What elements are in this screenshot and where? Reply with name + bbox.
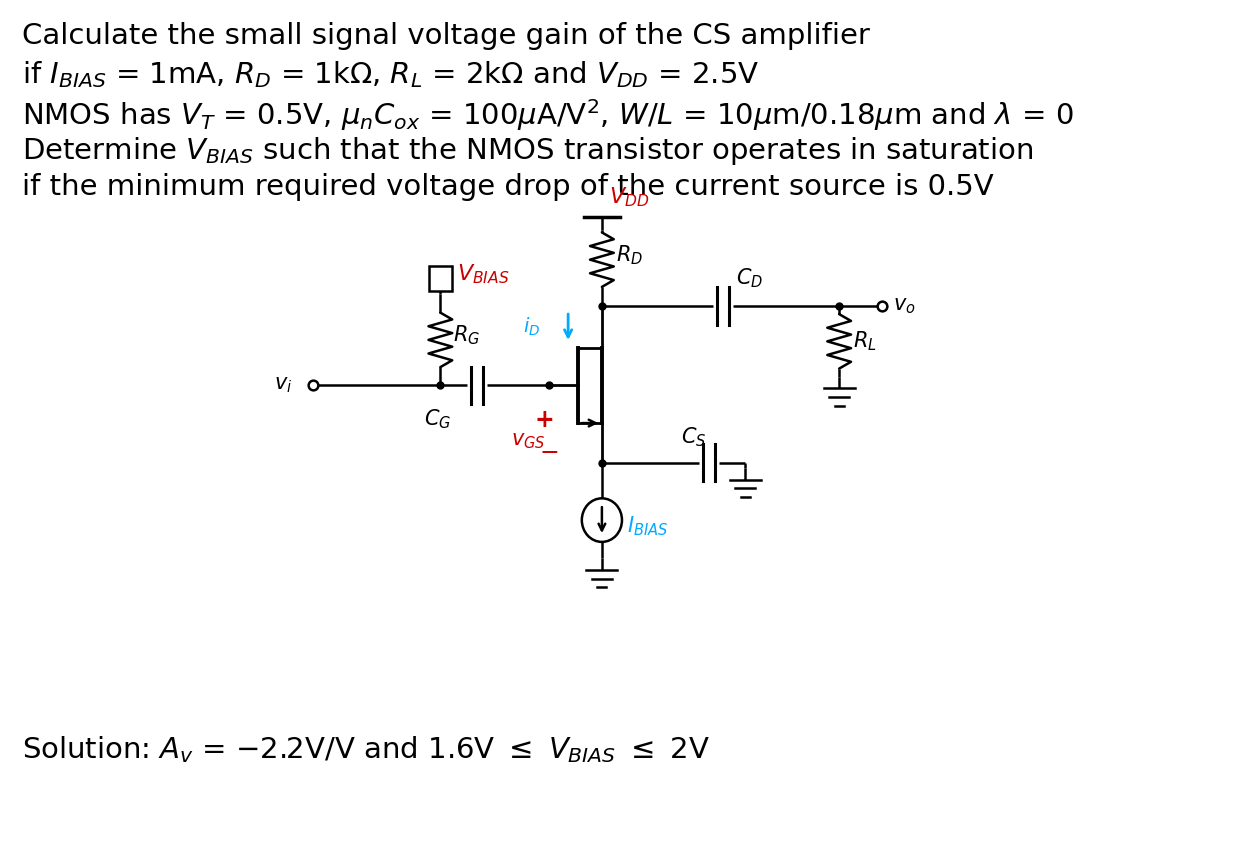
Text: $-$: $-$ — [540, 439, 559, 463]
Text: $R_L$: $R_L$ — [853, 329, 877, 353]
Text: $v_{GS}$: $v_{GS}$ — [510, 432, 545, 452]
Text: $V_{BIAS}$: $V_{BIAS}$ — [456, 262, 509, 286]
Text: $C_S$: $C_S$ — [681, 425, 707, 449]
Text: if the minimum required voltage drop of the current source is 0.5V: if the minimum required voltage drop of … — [22, 173, 994, 200]
Text: $v_i$: $v_i$ — [274, 376, 293, 396]
Text: if $I_{BIAS}$ = 1mA, $R_D$ = 1k$\Omega$, $R_L$ = 2k$\Omega$ and $V_{DD}$ = 2.5V: if $I_{BIAS}$ = 1mA, $R_D$ = 1k$\Omega$,… — [22, 59, 759, 90]
Text: $v_o$: $v_o$ — [893, 297, 915, 316]
Text: $C_G$: $C_G$ — [424, 408, 451, 431]
Text: $C_D$: $C_D$ — [736, 267, 763, 291]
Text: Calculate the small signal voltage gain of the CS amplifier: Calculate the small signal voltage gain … — [22, 22, 870, 50]
Text: +: + — [535, 408, 554, 432]
Bar — [429, 266, 453, 292]
Text: $R_D$: $R_D$ — [616, 243, 643, 267]
Text: $R_G$: $R_G$ — [453, 323, 480, 347]
Text: Determine $V_{BIAS}$ such that the NMOS transistor operates in saturation: Determine $V_{BIAS}$ such that the NMOS … — [22, 135, 1034, 167]
Text: Solution: $A_v$ = $-$2.2V/V and 1.6V $\leq$ $V_{BIAS}$ $\leq$ 2V: Solution: $A_v$ = $-$2.2V/V and 1.6V $\l… — [22, 734, 711, 765]
Text: $i_D$: $i_D$ — [524, 316, 541, 338]
Text: NMOS has $V_T$ = 0.5V, $\mu_n C_{ox}$ = 100$\mu$A/V$^2$, $W/L$ = 10$\mu$m/0.18$\: NMOS has $V_T$ = 0.5V, $\mu_n C_{ox}$ = … — [22, 97, 1074, 133]
Text: $V_{DD}$: $V_{DD}$ — [610, 186, 650, 209]
Text: $I_{BIAS}$: $I_{BIAS}$ — [626, 514, 668, 538]
